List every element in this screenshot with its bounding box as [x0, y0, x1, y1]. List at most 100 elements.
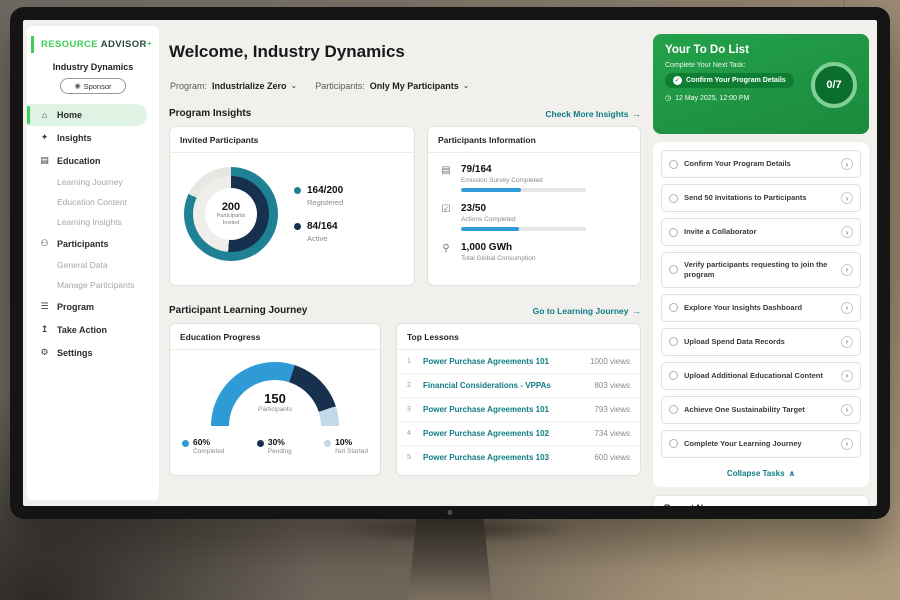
task-row-invite-collaborator[interactable]: Invite a Collaborator › — [661, 218, 861, 246]
task-row-explore-insights[interactable]: Explore Your Insights Dashboard › — [661, 293, 861, 322]
lesson-rank: 2 — [407, 382, 411, 389]
program-filter-dropdown[interactable]: Program: Industrialize Zero ⌄ — [170, 81, 297, 91]
task-checkbox[interactable] — [669, 303, 678, 312]
bezel-camera-dot — [447, 510, 453, 515]
task-checkbox[interactable] — [669, 265, 678, 275]
task-checkbox[interactable] — [669, 227, 678, 237]
task-row-upload-educational-content[interactable]: Upload Additional Educational Content › — [661, 361, 861, 390]
lesson-row: 4 Power Purchase Agreements 102 734 view… — [397, 422, 640, 446]
task-row-upload-spend-data[interactable]: Upload Spend Data Records › — [661, 327, 861, 356]
lesson-link[interactable]: Power Purchase Agreements 101 — [423, 405, 549, 414]
lesson-link[interactable]: Power Purchase Agreements 102 — [423, 429, 549, 438]
sidebar-item-home[interactable]: ⌂ Home — [27, 104, 147, 126]
sponsor-badge: ◉ Sponsor — [60, 78, 126, 94]
task-checkbox[interactable] — [669, 193, 678, 203]
arrow-right-icon: → — [632, 305, 642, 316]
lesson-row: 1 Power Purchase Agreements 101 1000 vie… — [397, 350, 640, 374]
recent-news-header: Recent News — [653, 494, 869, 506]
sidebar-item-label: Participants — [57, 238, 109, 249]
sidebar-item-learning-journey[interactable]: Learning Journey — [27, 172, 159, 192]
sidebar-item-insights[interactable]: ✦ Insights — [27, 126, 159, 149]
sidebar-item-label: Home — [57, 110, 83, 120]
participants-filter-value: Only My Participants — [369, 81, 459, 91]
sidebar-item-label: Program — [57, 301, 95, 312]
sidebar-item-general-data[interactable]: General Data — [27, 255, 159, 275]
registered-dot — [294, 187, 301, 194]
task-row-complete-learning-journey[interactable]: Complete Your Learning Journey › — [661, 429, 861, 458]
sidebar-item-participants[interactable]: ⚇ Participants — [27, 232, 159, 255]
chevron-right-icon[interactable]: › — [841, 301, 853, 314]
clock-icon: ◷ — [665, 95, 672, 102]
lesson-views: 734 views — [594, 429, 630, 438]
sidebar-item-take-action[interactable]: ↥ Take Action — [27, 318, 159, 341]
main-content: Welcome, Industry Dynamics Program: Indu… — [169, 20, 641, 506]
invited-center-label: Participants Invited — [216, 213, 246, 226]
logo-part-1: RESOURCE — [41, 39, 99, 50]
sidebar-item-label: Learning Insights — [57, 217, 122, 227]
chevron-right-icon[interactable]: › — [841, 437, 853, 450]
lesson-row: 3 Power Purchase Agreements 101 793 view… — [397, 398, 640, 422]
insights-cards-row: Invited Participants 200 Participants In… — [169, 126, 641, 286]
app-logo: RESOURCE ADVISOR+ — [31, 36, 159, 53]
sidebar-item-settings[interactable]: ⚙ Settings — [27, 341, 159, 364]
lesson-views: 600 views — [594, 453, 630, 462]
go-to-learning-journey-link[interactable]: Go to Learning Journey → — [533, 306, 641, 316]
sidebar-item-manage-participants[interactable]: Manage Participants — [27, 275, 159, 295]
collapse-label: Collapse Tasks — [726, 468, 785, 478]
lesson-link[interactable]: Power Purchase Agreements 101 — [423, 357, 549, 366]
check-more-insights-link[interactable]: Check More Insights → — [545, 109, 641, 119]
sidebar-item-education[interactable]: ▤ Education — [27, 149, 159, 172]
participants-filter-dropdown[interactable]: Participants: Only My Participants ⌄ — [315, 81, 469, 91]
chevron-right-icon[interactable]: › — [841, 369, 853, 382]
lesson-row: 5 Power Purchase Agreements 103 600 view… — [397, 446, 640, 469]
chevron-right-icon[interactable]: › — [841, 263, 853, 276]
sidebar-item-program[interactable]: ☰ Program — [27, 295, 159, 318]
collapse-tasks-link[interactable]: Collapse Tasks ∧ — [661, 464, 861, 479]
education-progress-card: Education Progress 150 Participants — [169, 323, 381, 476]
chevron-right-icon[interactable]: › — [841, 158, 853, 170]
chevron-right-icon[interactable]: › — [841, 226, 853, 238]
metric-progress-track — [461, 227, 586, 231]
sidebar-item-label: General Data — [57, 260, 108, 270]
task-label: Upload Spend Data Records — [684, 336, 785, 346]
active-label: Active — [307, 234, 328, 243]
todo-next-task-pill[interactable]: ✓ Confirm Your Program Details — [665, 73, 794, 88]
active-dot — [294, 223, 301, 230]
lesson-link[interactable]: Financial Considerations - VPPAs — [423, 381, 551, 390]
sidebar-item-learning-insights[interactable]: Learning Insights — [27, 212, 159, 232]
task-row-verify-participants[interactable]: Verify participants requesting to join t… — [661, 252, 861, 288]
task-checkbox[interactable] — [669, 337, 678, 346]
chevron-right-icon[interactable]: › — [841, 403, 853, 416]
task-checkbox[interactable] — [669, 405, 678, 414]
program-filter-value: Industrialize Zero — [212, 81, 287, 91]
education-icon: ▤ — [40, 155, 49, 165]
journey-cards-row: Education Progress 150 Participants — [169, 323, 641, 476]
task-row-achieve-target[interactable]: Achieve One Sustainability Target › — [661, 395, 861, 424]
chevron-right-icon[interactable]: › — [841, 335, 853, 348]
todo-panel: Your To Do List Complete Your Next Task:… — [653, 34, 869, 506]
completed-dot — [182, 440, 189, 447]
lesson-link[interactable]: Power Purchase Agreements 103 — [423, 453, 549, 462]
task-checkbox[interactable] — [669, 159, 678, 169]
page-title: Welcome, Industry Dynamics — [169, 42, 405, 61]
task-row-confirm-program[interactable]: Confirm Your Program Details › — [661, 150, 861, 178]
education-gauge-center: 150 Participants — [211, 391, 339, 413]
task-row-send-invitations[interactable]: Send 50 Invitations to Participants › — [661, 184, 861, 212]
sidebar-item-education-content[interactable]: Education Content — [27, 192, 159, 212]
learning-journey-title: Participant Learning Journey — [169, 305, 308, 316]
metric-emission-survey: ▤ 79/164 Emission Survey Completed — [428, 153, 640, 192]
metric-progress-track — [461, 188, 586, 192]
chevron-right-icon[interactable]: › — [841, 192, 853, 204]
invited-card-title: Invited Participants — [170, 127, 414, 153]
legend-item-completed: 60% Completed — [182, 437, 224, 455]
invited-donut-chart: 200 Participants Invited — [184, 167, 278, 261]
top-lessons-card: Top Lessons 1 Power Purchase Agreements … — [396, 323, 641, 476]
task-checkbox[interactable] — [669, 371, 678, 380]
task-checkbox[interactable] — [669, 439, 678, 448]
sponsor-badge-label: Sponsor — [83, 81, 112, 91]
active-value: 84/164 — [307, 221, 338, 232]
settings-icon: ⚙ — [40, 347, 49, 357]
logo-part-2: ADVISOR — [100, 39, 147, 50]
legend-item-pending: 30% Pending — [256, 437, 292, 455]
completed-pct: 60% — [193, 437, 211, 447]
